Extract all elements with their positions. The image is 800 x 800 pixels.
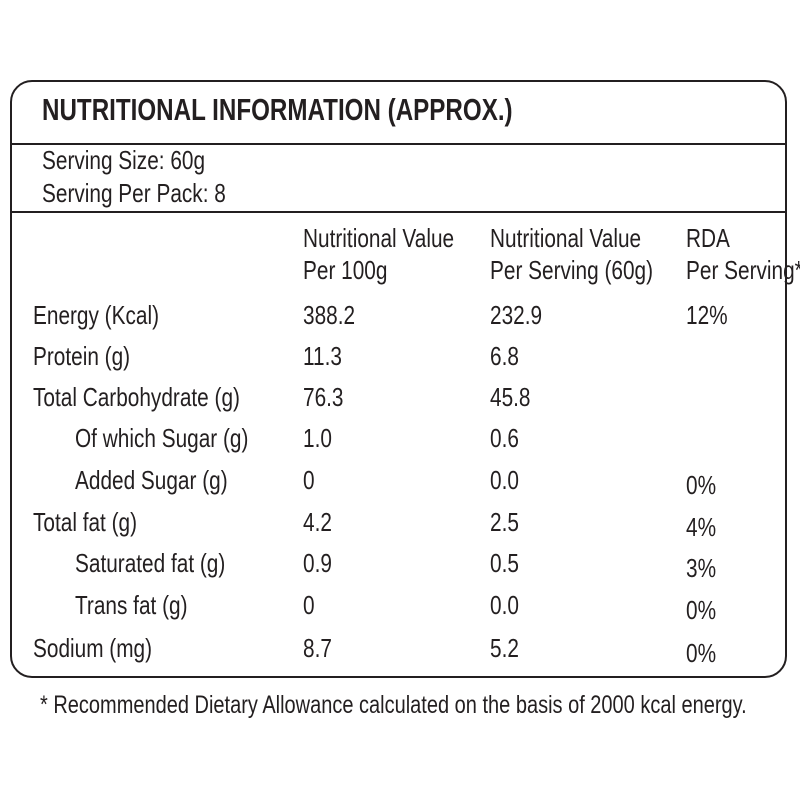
cell-value: 1.0: [303, 423, 332, 453]
column-header: RDA: [686, 223, 730, 253]
cell-value: 0.0: [490, 590, 519, 620]
cell-value: 232.9: [490, 300, 543, 330]
footnote: * Recommended Dietary Allowance calculat…: [40, 691, 747, 719]
row-label: Total fat (g): [33, 507, 138, 537]
column-header: Per 100g: [303, 255, 388, 285]
cell-value: 4.2: [303, 507, 332, 537]
row-label: Total Carbohydrate (g): [33, 382, 240, 412]
cell-value: 5.2: [490, 633, 519, 663]
cell-value: 11.3: [303, 341, 342, 371]
row-label: Of which Sugar (g): [75, 423, 249, 453]
divider: [10, 143, 787, 145]
cell-value: 45.8: [490, 382, 531, 412]
row-label: Energy (Kcal): [33, 300, 159, 330]
cell-value: 0: [303, 590, 315, 620]
cell-value: 12%: [686, 300, 728, 330]
label-border: [10, 80, 787, 678]
cell-value: 8.7: [303, 633, 332, 663]
serving-size: Serving Size: 60g: [42, 145, 206, 175]
column-header: Per Serving*: [686, 255, 800, 285]
row-label: Protein (g): [33, 341, 131, 371]
cell-value: 6.8: [490, 341, 519, 371]
cell-value: 0.5: [490, 548, 519, 578]
row-label: Saturated fat (g): [75, 548, 226, 578]
cell-value: 0.6: [490, 423, 519, 453]
cell-value: 0.0: [490, 465, 519, 495]
cell-value: 2.5: [490, 507, 519, 537]
cell-value: 0%: [686, 638, 717, 668]
cell-value: 0.9: [303, 548, 332, 578]
cell-value: 3%: [686, 553, 717, 583]
cell-value: 0%: [686, 595, 717, 625]
title: NUTRITIONAL INFORMATION (APPROX.): [42, 92, 513, 127]
cell-value: 0%: [686, 470, 717, 500]
cell-value: 0: [303, 465, 315, 495]
column-header: Nutritional Value: [490, 223, 642, 253]
row-label: Sodium (mg): [33, 633, 153, 663]
serving-per-pack: Serving Per Pack: 8: [42, 178, 226, 208]
row-label: Trans fat (g): [75, 590, 188, 620]
divider: [10, 211, 787, 213]
cell-value: 388.2: [303, 300, 356, 330]
cell-value: 4%: [686, 512, 717, 542]
column-header: Nutritional Value: [303, 223, 455, 253]
column-header: Per Serving (60g): [490, 255, 654, 285]
cell-value: 76.3: [303, 382, 344, 412]
row-label: Added Sugar (g): [75, 465, 228, 495]
